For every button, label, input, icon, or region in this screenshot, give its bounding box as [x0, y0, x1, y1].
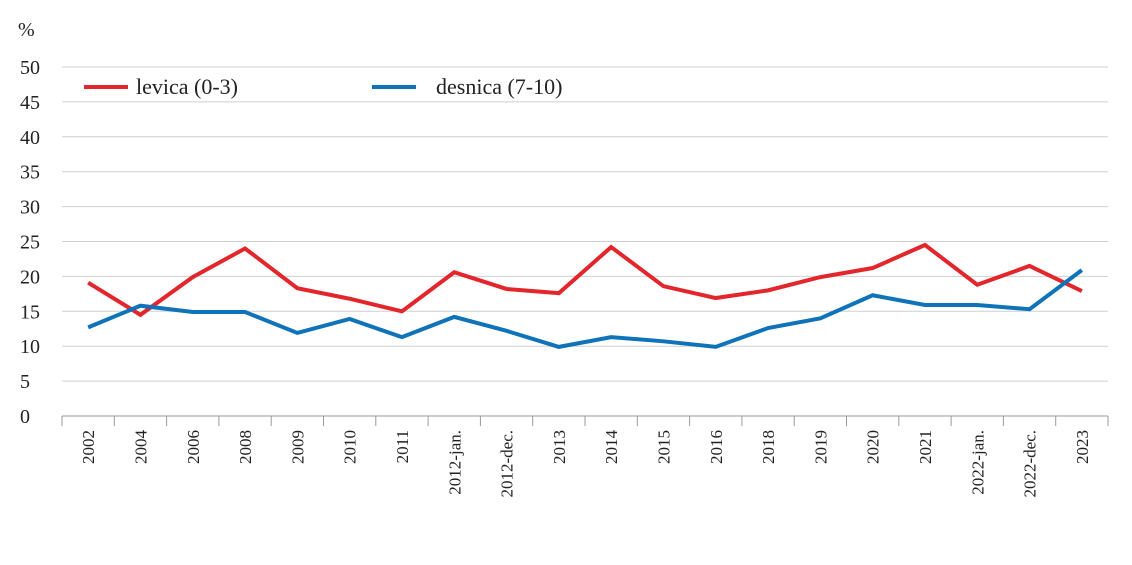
x-tick-label: 2010 — [341, 430, 360, 464]
x-tick-label: 2023 — [1073, 430, 1092, 464]
y-tick-label: 10 — [20, 336, 40, 358]
x-tick-label: 2015 — [654, 430, 673, 464]
y-tick-label: 35 — [20, 162, 40, 184]
y-tick-label: 15 — [20, 301, 40, 323]
y-tick-label: 30 — [20, 197, 40, 219]
x-tick-label: 2018 — [759, 430, 778, 464]
legend-label-0: levica (0-3) — [136, 74, 238, 99]
y-tick-label: 0 — [20, 406, 30, 428]
y-tick-label: 40 — [20, 127, 40, 149]
y-axis-label: % — [18, 19, 35, 41]
x-tick-label: 2022-dec. — [1021, 430, 1040, 498]
x-tick-label: 2008 — [236, 430, 255, 464]
x-tick-label: 2016 — [707, 430, 726, 464]
y-tick-label: 20 — [20, 266, 40, 288]
legend-label-1: desnica (7-10) — [436, 74, 562, 99]
x-tick-label: 2002 — [79, 430, 98, 464]
y-tick-label: 45 — [20, 92, 40, 114]
x-tick-label: 2014 — [602, 430, 621, 465]
x-tick-label: 2013 — [550, 430, 569, 464]
x-tick-label: 2020 — [864, 430, 883, 464]
series-line-1 — [88, 270, 1082, 347]
x-tick-label: 2004 — [131, 430, 150, 465]
y-tick-label: 25 — [20, 232, 40, 254]
x-tick-label: 2019 — [811, 430, 830, 464]
x-tick-label: 2012-jan. — [445, 430, 464, 495]
x-tick-label: 2021 — [916, 430, 935, 464]
y-tick-label: 5 — [20, 371, 30, 393]
x-tick-label: 2009 — [288, 430, 307, 464]
x-tick-label: 2022-jan. — [968, 430, 987, 495]
x-tick-label: 2011 — [393, 430, 412, 463]
x-tick-label: 2012-dec. — [498, 430, 517, 498]
y-tick-label: 50 — [20, 57, 40, 79]
x-tick-label: 2006 — [184, 430, 203, 464]
